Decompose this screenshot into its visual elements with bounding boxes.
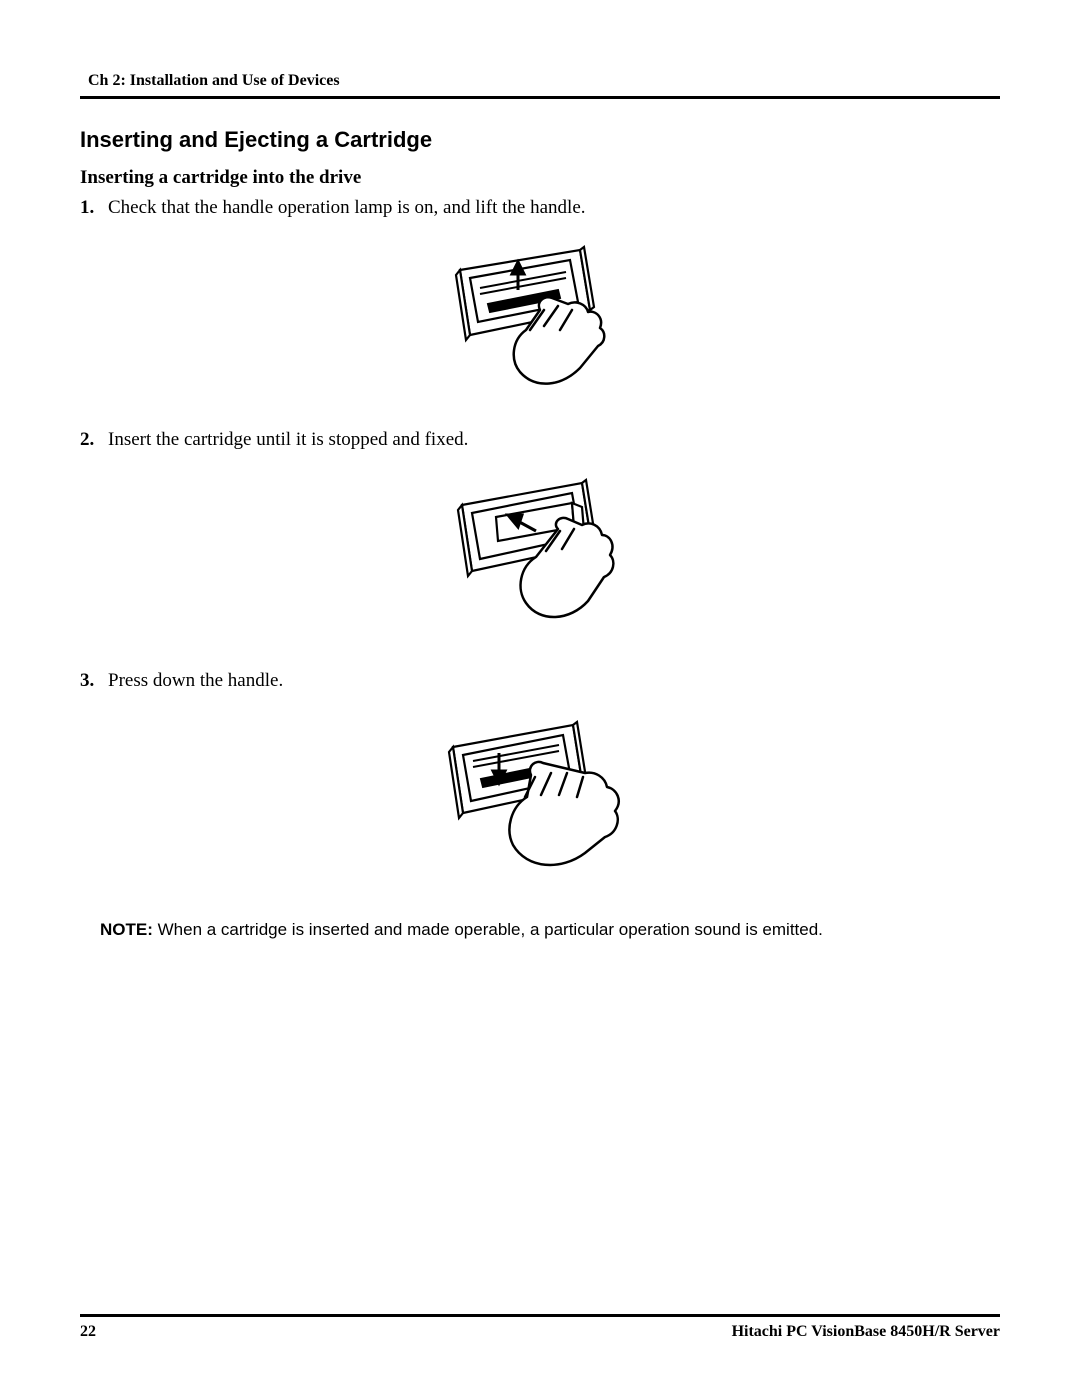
note-body: When a cartridge is inserted and made op…	[158, 920, 823, 939]
running-header: Ch 2: Installation and Use of Devices	[80, 72, 1000, 99]
step-text: Check that the handle operation lamp is …	[108, 195, 1000, 222]
note-label: NOTE:	[100, 920, 153, 939]
note: NOTE: When a cartridge is inserted and m…	[100, 918, 1000, 942]
page-number: 22	[80, 1323, 96, 1341]
section-title: Inserting and Ejecting a Cartridge	[80, 127, 1000, 153]
step-number: 3.	[80, 668, 108, 695]
document-page: Ch 2: Installation and Use of Devices In…	[0, 0, 1080, 1397]
step-2: 2. Insert the cartridge until it is stop…	[80, 427, 1000, 454]
step-number: 2.	[80, 427, 108, 454]
step-1: 1. Check that the handle operation lamp …	[80, 195, 1000, 222]
figure-lift-handle	[80, 240, 1000, 405]
step-text: Press down the handle.	[108, 668, 1000, 695]
step-text: Insert the cartridge until it is stopped…	[108, 427, 1000, 454]
subsection-title: Inserting a cartridge into the drive	[80, 167, 1000, 189]
doc-title: Hitachi PC VisionBase 8450H/R Server	[732, 1323, 1000, 1341]
figure-insert-cartridge	[80, 471, 1000, 646]
figure-press-handle	[80, 713, 1000, 888]
step-number: 1.	[80, 195, 108, 222]
page-footer: 22 Hitachi PC VisionBase 8450H/R Server	[80, 1314, 1000, 1341]
step-3: 3. Press down the handle.	[80, 668, 1000, 695]
